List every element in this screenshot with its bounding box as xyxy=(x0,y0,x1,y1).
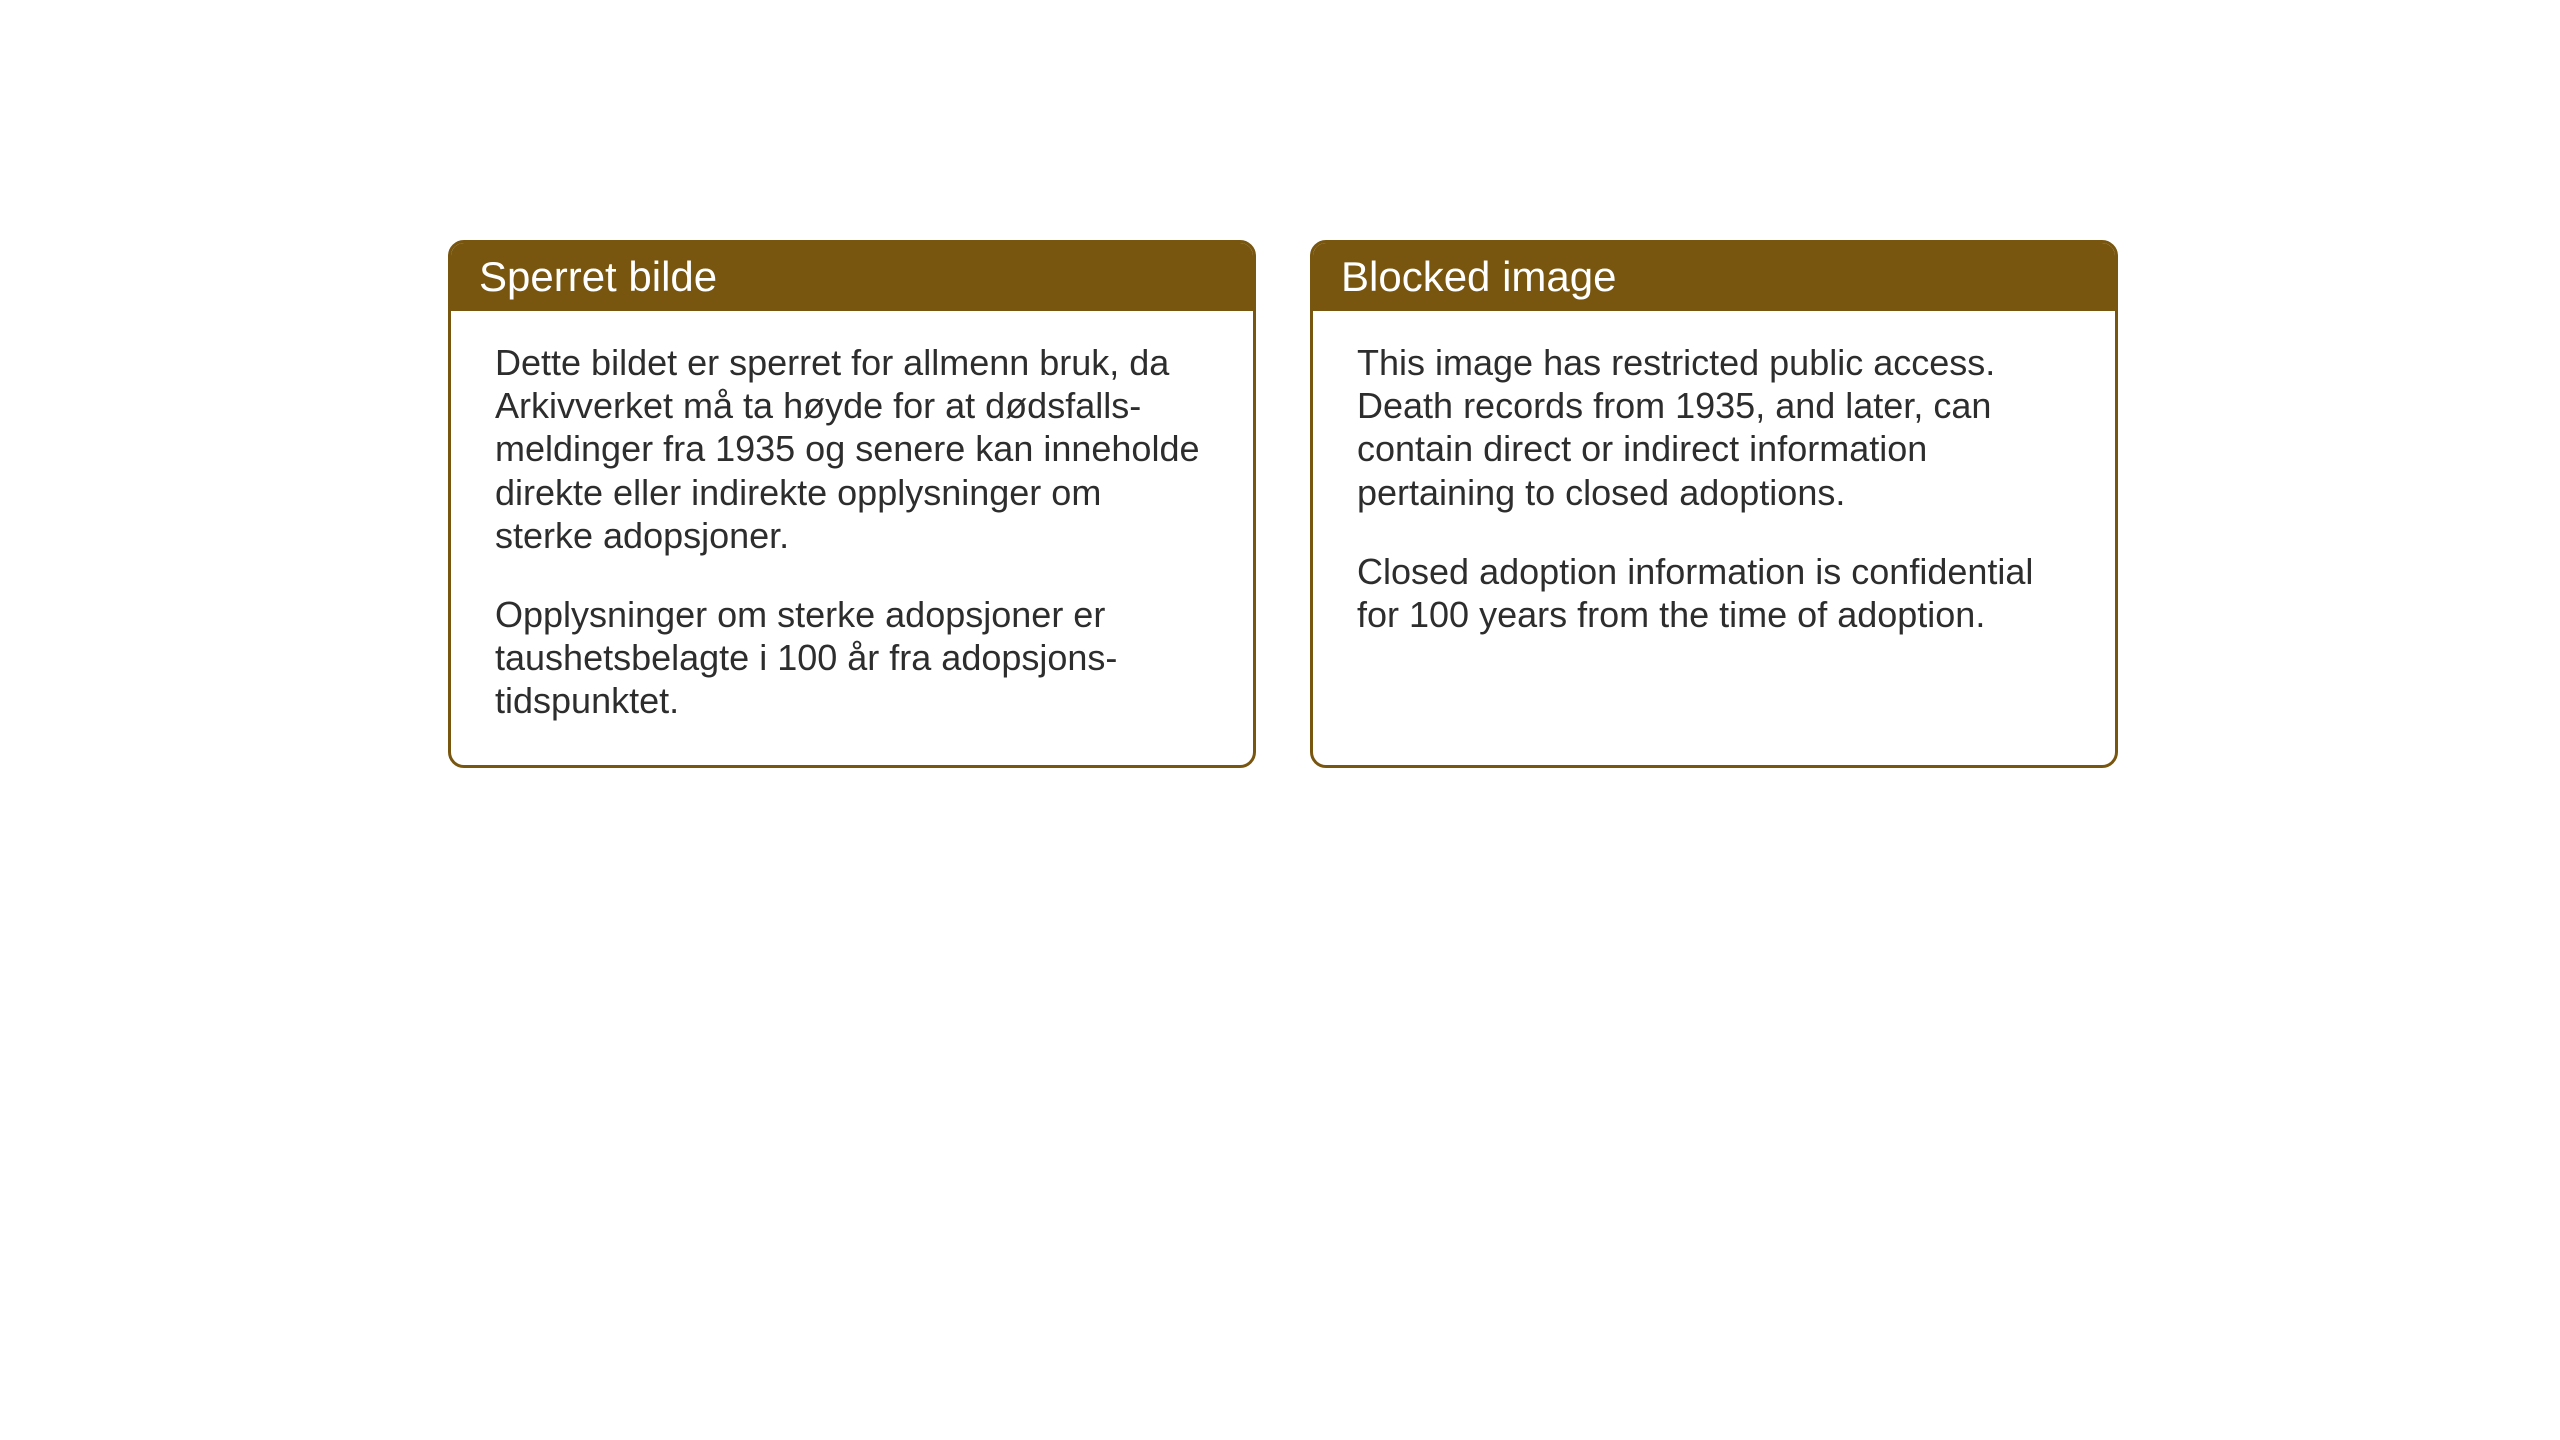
card-paragraph: This image has restricted public access.… xyxy=(1357,341,2071,514)
card-header-norwegian: Sperret bilde xyxy=(451,243,1253,311)
card-body-english: This image has restricted public access.… xyxy=(1313,311,2115,678)
card-header-english: Blocked image xyxy=(1313,243,2115,311)
card-paragraph: Opplysninger om sterke adopsjoner er tau… xyxy=(495,593,1209,723)
card-title: Blocked image xyxy=(1341,253,1616,300)
card-paragraph: Dette bildet er sperret for allmenn bruk… xyxy=(495,341,1209,557)
card-norwegian: Sperret bilde Dette bildet er sperret fo… xyxy=(448,240,1256,768)
card-body-norwegian: Dette bildet er sperret for allmenn bruk… xyxy=(451,311,1253,765)
card-paragraph: Closed adoption information is confident… xyxy=(1357,550,2071,636)
card-title: Sperret bilde xyxy=(479,253,717,300)
cards-container: Sperret bilde Dette bildet er sperret fo… xyxy=(448,240,2118,768)
card-english: Blocked image This image has restricted … xyxy=(1310,240,2118,768)
